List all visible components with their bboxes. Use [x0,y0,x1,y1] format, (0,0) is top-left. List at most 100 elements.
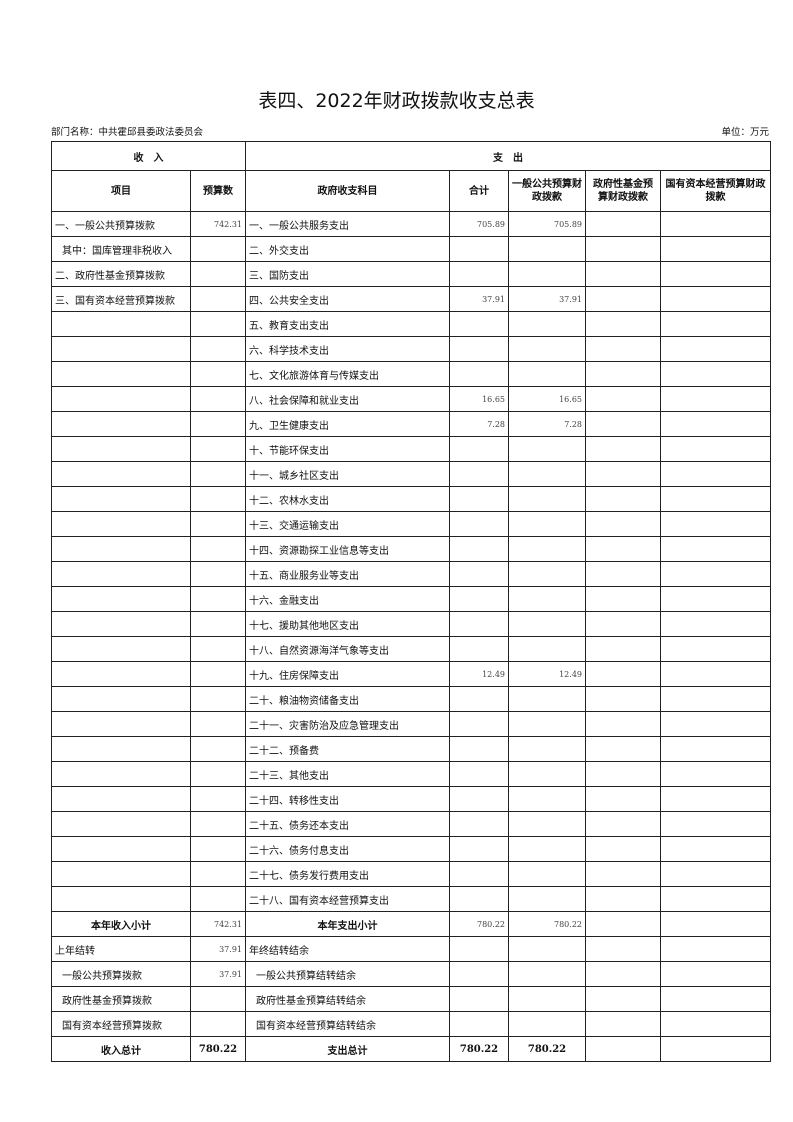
expense-subject: 二十三、其他支出 [245,761,450,787]
expense-general [508,561,586,587]
carry-expense-value [585,986,661,1012]
income-budget [190,536,246,562]
income-item: 二、政府性基金预算拨款 [51,261,191,287]
carry-expense-value [659,961,772,987]
expense-state [659,386,772,412]
income-item [51,336,191,362]
table-row: 十四、资源勘探工业信息等支出 [51,536,772,562]
subtotal-row: 本年收入小计 742.31 本年支出小计 780.22 780.22 [51,911,772,937]
income-item [51,761,191,787]
income-item: 一、一般公共预算拨款 [51,211,191,237]
expense-total [449,461,509,487]
expense-total [449,261,509,287]
income-budget [190,761,246,787]
income-budget [190,286,246,312]
table-row: 二十三、其他支出 [51,761,772,787]
income-budget [190,336,246,362]
expense-subject: 十一、城乡社区支出 [245,461,450,487]
income-item [51,411,191,437]
expense-total [449,836,509,862]
table-row: 十五、商业服务业等支出 [51,561,772,587]
expense-general [508,886,586,912]
income-item [51,861,191,887]
expense-state [659,336,772,362]
table-row: 二、政府性基金预算拨款 三、国防支出 [51,261,772,287]
carry-row: 一般公共预算拨款 37.91 一般公共预算结转结余 [51,961,772,987]
expense-grand-total: 780.22 [449,1036,509,1062]
expense-general [508,836,586,862]
header-row-1: 收 入 支 出 [51,141,772,171]
table-row: 二十二、预备费 [51,736,772,762]
carry-income-item: 上年结转 [51,936,191,962]
expense-general [508,436,586,462]
expense-total [449,336,509,362]
income-budget [190,311,246,337]
expense-total [449,511,509,537]
expense-subject: 二十八、国有资本经营预算支出 [245,886,450,912]
expense-general [508,336,586,362]
expense-total [449,611,509,637]
income-item [51,786,191,812]
table-row: 二十一、灾害防治及应急管理支出 [51,711,772,737]
income-item [51,711,191,737]
table-row: 八、社会保障和就业支出 16.65 16.65 [51,386,772,412]
income-budget [190,386,246,412]
expense-general: 7.28 [508,411,586,437]
carry-row: 国有资本经营预算拨款 国有资本经营预算结转结余 [51,1011,772,1037]
income-item [51,736,191,762]
expense-general [508,236,586,262]
expense-general [508,486,586,512]
grand-total-row: 收入总计 780.22 支出总计 780.22 780.22 [51,1036,772,1062]
expense-state [659,661,772,687]
expense-fund [585,911,661,937]
income-total: 780.22 [190,1036,246,1062]
income-budget [190,636,246,662]
expense-header: 支 出 [244,141,772,171]
expense-subject: 十七、援助其他地区支出 [245,611,450,637]
expense-fund [585,411,661,437]
expense-fund [585,536,661,562]
expense-state [659,236,772,262]
expense-state [659,761,772,787]
expense-general [508,461,586,487]
unit-label: 单位：万元 [721,127,769,138]
income-budget [190,411,246,437]
expense-fund [585,361,661,387]
expense-subject: 十四、资源勘探工业信息等支出 [245,536,450,562]
expense-subject: 二十二、预备费 [245,736,450,762]
table-row: 五、教育支出支出 [51,311,772,337]
carry-expense-value [659,1011,772,1037]
expense-fund [585,611,661,637]
expense-state [659,1036,772,1062]
expense-subject: 五、教育支出支出 [245,311,450,337]
expense-fund [585,486,661,512]
expense-state [659,436,772,462]
expense-fund [585,386,661,412]
table-row: 六、科学技术支出 [51,336,772,362]
expense-general [508,586,586,612]
carry-expense-value [659,936,772,962]
carry-expense-item: 年终结转结余 [245,936,450,962]
carry-expense-value [585,961,661,987]
table-row: 七、文化旅游体育与传媒支出 [51,361,772,387]
expense-fund [585,636,661,662]
income-total-label: 收入总计 [51,1036,191,1062]
expense-state [659,711,772,737]
expense-state [659,361,772,387]
expense-total [449,636,509,662]
carry-expense-value [508,936,586,962]
carry-income-item: 政府性基金预算拨款 [51,986,191,1012]
table-row: 十三、交通运输支出 [51,511,772,537]
table-row: 一、一般公共预算拨款 742.31 一、一般公共服务支出 705.89 705.89 [51,211,772,237]
expense-total-label: 支出总计 [245,1036,450,1062]
income-budget [190,711,246,737]
income-item [51,836,191,862]
expense-general [508,761,586,787]
col-subject: 政府收支科目 [245,170,450,212]
income-item [51,686,191,712]
expense-state [659,261,772,287]
expense-state [659,586,772,612]
expense-subject: 二十四、转移性支出 [245,786,450,812]
expense-total [449,561,509,587]
income-item [51,536,191,562]
